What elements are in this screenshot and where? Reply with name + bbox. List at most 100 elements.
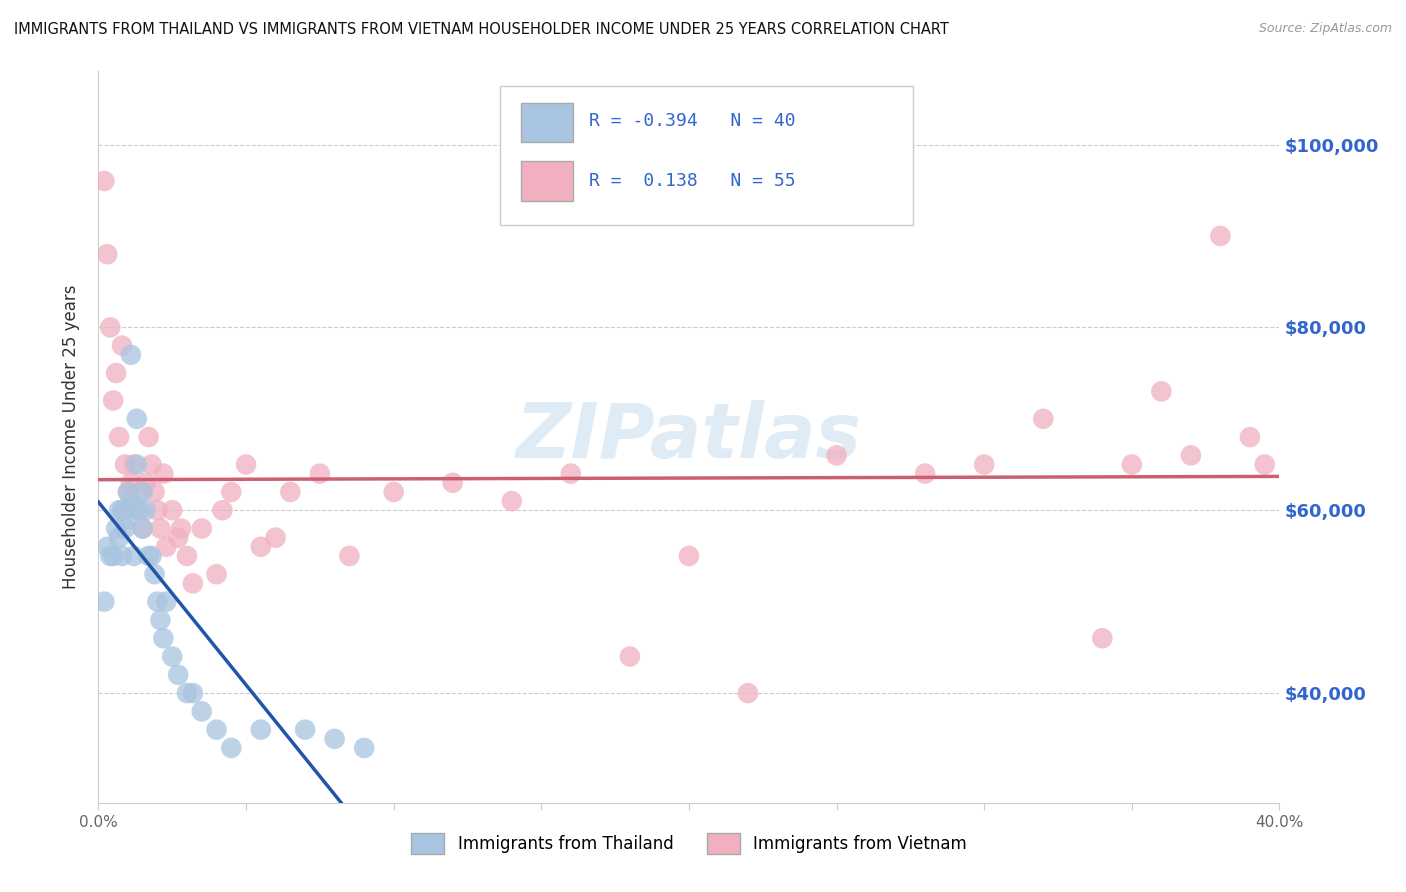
Point [141,549,163,563]
Point [441,475,464,490]
Point [117,484,139,499]
Point [105,366,128,380]
Point [235,458,257,472]
Legend: Immigrants from Thailand, Immigrants from Vietnam: Immigrants from Thailand, Immigrants fro… [404,827,974,860]
Point [108,503,131,517]
Point [149,521,172,535]
Text: IMMIGRANTS FROM THAILAND VS IMMIGRANTS FROM VIETNAM HOUSEHOLDER INCOME UNDER 25 : IMMIGRANTS FROM THAILAND VS IMMIGRANTS F… [14,22,949,37]
Point [132,484,155,499]
Point [191,521,214,535]
Point [205,567,228,582]
Point [323,731,346,746]
Point [93,174,115,188]
Point [309,467,332,481]
Point [250,723,273,737]
Point [914,467,936,481]
Point [1150,384,1173,399]
Point [143,567,166,582]
Point [162,649,183,664]
Point [120,475,142,490]
Point [149,613,172,627]
Point [1032,411,1054,425]
Point [205,723,228,737]
FancyBboxPatch shape [522,103,574,143]
Point [176,686,198,700]
Point [114,458,136,472]
Point [117,512,139,526]
FancyBboxPatch shape [501,86,914,225]
Point [221,484,243,499]
Point [294,723,316,737]
Point [114,521,136,535]
Point [105,521,128,535]
Point [1254,458,1277,472]
Point [117,484,139,499]
Y-axis label: Householder Income Under 25 years: Householder Income Under 25 years [62,285,80,590]
Point [138,430,160,444]
Point [128,503,150,517]
Point [825,448,848,462]
Point [1121,458,1143,472]
Point [678,549,700,563]
Point [132,521,155,535]
Point [111,338,134,352]
Point [138,549,160,563]
Point [501,494,523,508]
Point [167,667,190,681]
Point [181,686,204,700]
Point [339,549,361,563]
Point [353,740,375,755]
Point [96,247,118,261]
Point [181,576,204,591]
Text: R = -0.394   N = 40: R = -0.394 N = 40 [589,112,796,130]
Point [108,531,131,545]
Point [135,475,157,490]
Point [103,549,125,563]
Point [560,467,582,481]
Point [250,540,273,554]
Point [973,458,995,472]
Point [125,411,148,425]
Point [103,393,125,408]
Point [135,503,157,517]
Point [98,549,121,563]
Point [98,320,121,334]
Point [120,348,142,362]
Point [167,531,190,545]
Point [114,503,136,517]
Point [120,494,142,508]
Point [132,521,155,535]
FancyBboxPatch shape [522,161,574,201]
Point [1091,631,1114,645]
Point [152,631,174,645]
Point [141,458,163,472]
Point [146,594,169,608]
Point [96,540,118,554]
Point [143,484,166,499]
Point [1209,228,1232,243]
Point [125,503,148,517]
Point [1180,448,1202,462]
Point [93,594,115,608]
Point [155,594,177,608]
Point [221,740,243,755]
Point [125,458,148,472]
Point [170,521,193,535]
Point [737,686,759,700]
Point [162,503,183,517]
Point [152,467,174,481]
Text: ZIPatlas: ZIPatlas [516,401,862,474]
Point [122,549,145,563]
Text: Source: ZipAtlas.com: Source: ZipAtlas.com [1258,22,1392,36]
Point [1239,430,1261,444]
Point [191,704,214,718]
Point [146,503,169,517]
Point [108,430,131,444]
Point [122,458,145,472]
Point [264,531,287,545]
Point [280,484,302,499]
Point [111,503,134,517]
Point [176,549,198,563]
Point [619,649,641,664]
Point [382,484,405,499]
